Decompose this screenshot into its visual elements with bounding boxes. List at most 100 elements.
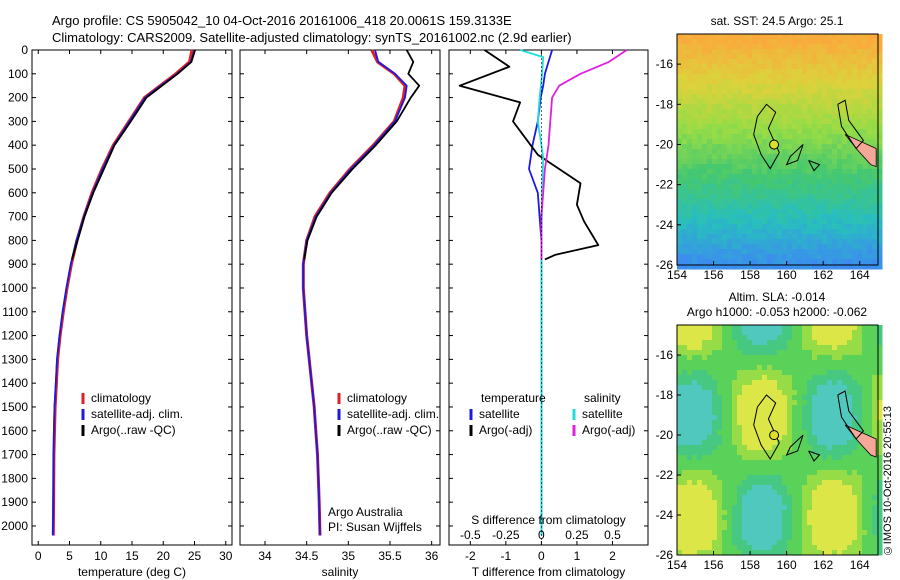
sst-map-cell <box>842 239 848 245</box>
sst-map-cell <box>702 114 708 120</box>
sst-map-cell <box>802 264 808 270</box>
sst-map-cell <box>837 234 843 240</box>
sst-map-cell <box>852 184 858 190</box>
sla-map-cell <box>732 435 738 441</box>
sst-map-cell <box>857 249 863 255</box>
sla-map-cell <box>767 480 773 486</box>
sla-map-cell <box>702 425 708 431</box>
sla-map-cell <box>782 400 788 406</box>
sla-map-cell <box>737 375 743 381</box>
sla-map-cell <box>722 420 728 426</box>
sla-map-cell <box>717 515 723 521</box>
sst-map-cell <box>827 234 833 240</box>
sla-map-cell <box>767 370 773 376</box>
sst-map-cell <box>727 149 733 155</box>
sla-map-cell <box>712 330 718 336</box>
sst-map-cell <box>722 44 728 50</box>
sla-map-cell <box>682 530 688 536</box>
sla-map-cell <box>827 420 833 426</box>
sla-map-cell <box>782 465 788 471</box>
sst-map-cell <box>792 249 798 255</box>
sla-map-cell <box>747 445 753 451</box>
sst-map-cell <box>812 39 818 45</box>
sst-map-cell <box>697 94 703 100</box>
sla-map-cell <box>757 370 763 376</box>
sst-map-cell <box>807 194 813 200</box>
sla-map-cell <box>872 420 878 426</box>
pi-label: PI: Susan Wijffels <box>328 520 422 534</box>
sla-map-cell <box>807 445 813 451</box>
sla-map-cell <box>777 385 783 391</box>
sst-map-cell <box>782 144 788 150</box>
sla-map-cell <box>862 415 868 421</box>
sst-map-cell <box>707 44 713 50</box>
sst-map-cell <box>832 194 838 200</box>
sst-map-cell <box>702 109 708 115</box>
sst-map-cell <box>872 124 878 130</box>
sst-map-cell <box>702 229 708 235</box>
sst-map-cell <box>777 204 783 210</box>
sla-map-cell <box>747 345 753 351</box>
sst-map-cell <box>807 169 813 175</box>
sst-map-cell <box>697 249 703 255</box>
sst-map-cell <box>767 214 773 220</box>
sla-map-cell <box>837 395 843 401</box>
sla-map-cell <box>692 450 698 456</box>
sst-map-cell <box>787 64 793 70</box>
sst-map-cell <box>762 34 768 40</box>
sst-map-cell <box>692 164 698 170</box>
sst-map-cell <box>682 234 688 240</box>
sst-map-cell <box>877 129 883 135</box>
sla-map-cell <box>682 390 688 396</box>
sst-map-cell <box>677 34 683 40</box>
sst-map-cell <box>697 64 703 70</box>
sla-map-cell <box>707 435 713 441</box>
sst-map-cell <box>812 209 818 215</box>
sst-map-cell <box>687 229 693 235</box>
sst-map-cell <box>827 204 833 210</box>
sst-map-cell <box>837 209 843 215</box>
sst-map-cell <box>777 99 783 105</box>
sst-map-cell <box>752 264 758 270</box>
sla-map-cell <box>792 545 798 551</box>
sla-map-cell <box>682 375 688 381</box>
sst-map-cell <box>807 179 813 185</box>
sla-map-cell <box>857 400 863 406</box>
sla-map-cell <box>727 355 733 361</box>
sst-map-cell <box>797 219 803 225</box>
sst-map-cell <box>757 184 763 190</box>
sst-map-cell <box>837 94 843 100</box>
sst-map-cell <box>697 169 703 175</box>
sla-map-cell <box>837 505 843 511</box>
sla-map-title: Altim. SLA: -0.014 <box>729 290 826 304</box>
sst-map-cell <box>802 234 808 240</box>
sst-map-cell <box>837 124 843 130</box>
sst-map-cell <box>837 174 843 180</box>
sst-map-cell <box>782 139 788 145</box>
sla-map-cell <box>842 490 848 496</box>
sst-map-cell <box>747 74 753 80</box>
sla-map-cell <box>792 500 798 506</box>
sla-map-cell <box>757 390 763 396</box>
sla-map-cell <box>682 505 688 511</box>
sla-map-cell <box>732 485 738 491</box>
sst-map-cell <box>777 244 783 250</box>
sst-map-cell <box>712 184 718 190</box>
sst-map-cell <box>847 199 853 205</box>
sla-map-cell <box>757 335 763 341</box>
sla-map-cell <box>857 415 863 421</box>
sst-map-cell <box>712 94 718 100</box>
sla-map-cell <box>877 440 883 446</box>
sla-map-cell <box>712 440 718 446</box>
sla-map-cell <box>852 530 858 536</box>
sla-map-cell <box>847 505 853 511</box>
sla-map-cell <box>867 430 873 436</box>
sst-map-cell <box>702 44 708 50</box>
sla-map-cell <box>747 410 753 416</box>
sla-map-cell <box>837 385 843 391</box>
sst-map-cell <box>802 124 808 130</box>
sla-map-cell <box>722 335 728 341</box>
sst-map-cell <box>877 114 883 120</box>
sst-map-cell <box>857 224 863 230</box>
sst-map-cell <box>847 219 853 225</box>
